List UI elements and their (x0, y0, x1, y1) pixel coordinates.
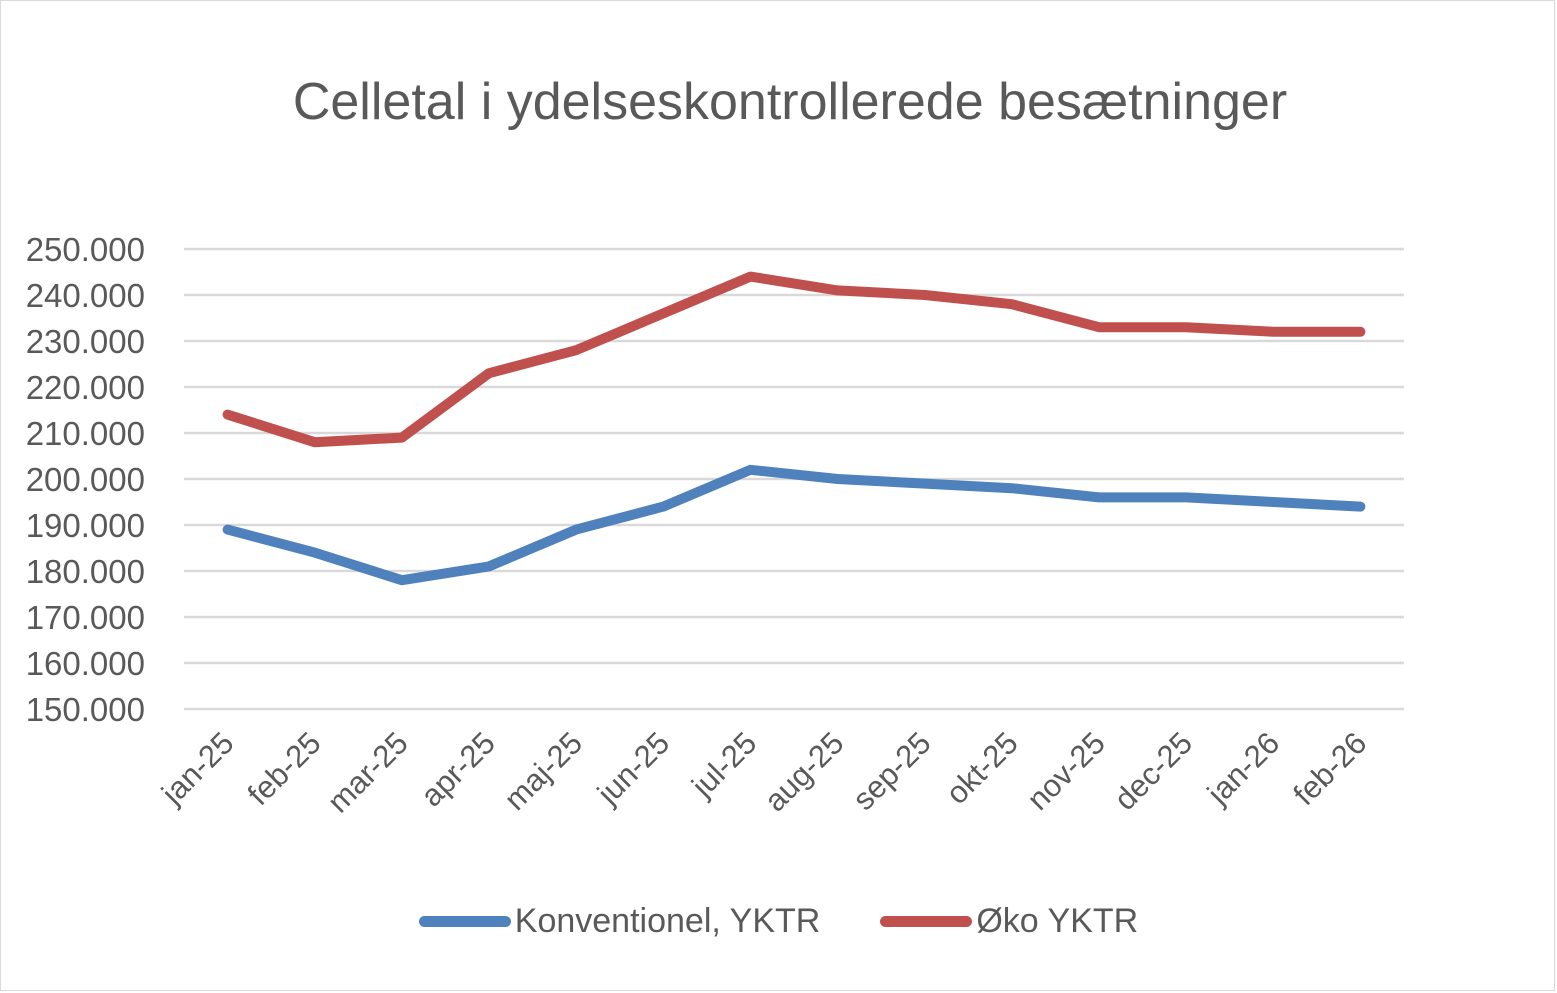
x-tick-label: feb-26 (1286, 725, 1373, 812)
x-tick-label: okt-25 (939, 725, 1025, 811)
y-tick-label: 210.000 (26, 415, 145, 452)
x-tick-label: sep-25 (846, 725, 938, 817)
legend-swatch-blue (418, 916, 511, 927)
x-tick-label: jul-25 (684, 725, 763, 804)
y-tick-label: 150.000 (26, 691, 145, 728)
y-tick-label: 250.000 (26, 231, 145, 268)
series-line-konventionel[interactable] (222, 464, 1366, 586)
x-tick-label: jan-25 (154, 725, 240, 811)
legend-swatch-red (880, 916, 973, 927)
legend-label: Konventionel, YKTR (514, 902, 821, 940)
x-tick-label: feb-25 (241, 725, 328, 812)
x-tick-label: nov-25 (1020, 725, 1112, 817)
x-tick-label: jan-26 (1200, 725, 1286, 811)
y-tick-label: 180.000 (26, 553, 145, 590)
legend: Konventionel, YKTR Øko YKTR (0, 902, 1557, 941)
y-tick-label: 230.000 (26, 323, 145, 360)
chart-title: Celletal i ydelseskontrollerede besætnin… (292, 73, 1288, 131)
y-tick-label: 240.000 (26, 277, 145, 314)
y-tick-label: 160.000 (26, 645, 145, 682)
legend-label: Øko YKTR (976, 902, 1139, 940)
x-tick-label: aug-25 (758, 725, 851, 818)
legend-item-konventionel[interactable]: Konventionel, YKTR (418, 902, 821, 941)
x-tick-label: mar-25 (321, 725, 415, 819)
y-tick-label: 220.000 (26, 369, 145, 406)
series-line-oko[interactable] (222, 271, 1366, 448)
y-tick-label: 190.000 (26, 507, 145, 544)
y-tick-label: 200.000 (26, 461, 145, 498)
x-tick-label: jun-25 (590, 725, 676, 811)
x-tick-label: maj-25 (497, 725, 589, 817)
y-tick-label: 170.000 (26, 599, 145, 636)
legend-item-oko[interactable]: Øko YKTR (880, 902, 1138, 941)
x-tick-label: apr-25 (414, 725, 502, 813)
x-tick-label: dec-25 (1107, 725, 1199, 817)
